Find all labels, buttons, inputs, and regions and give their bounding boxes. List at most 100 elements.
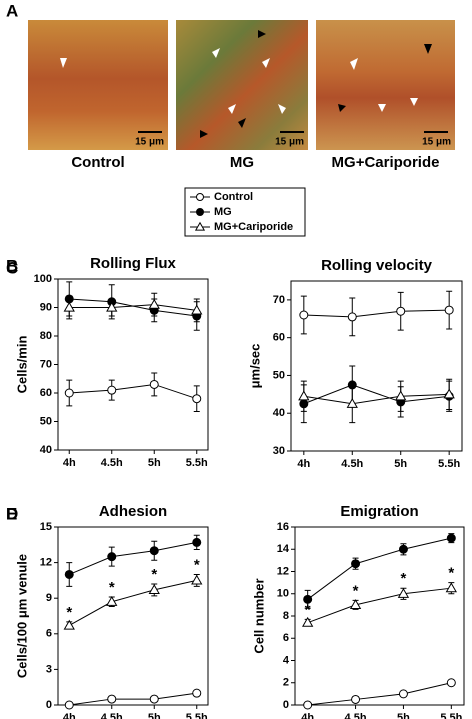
y-tick-label: 100 bbox=[34, 273, 52, 285]
scale-bar-label: 15 μm bbox=[135, 137, 164, 148]
significance-mark: * bbox=[66, 604, 72, 621]
y-tick-label: 6 bbox=[283, 632, 289, 644]
x-tick-label: 5h bbox=[148, 457, 161, 469]
data-point bbox=[191, 304, 203, 315]
significance-mark: * bbox=[448, 565, 454, 582]
plot-frame bbox=[57, 278, 209, 451]
y-tick-label: 15 bbox=[40, 521, 52, 533]
data-point bbox=[303, 700, 313, 710]
y-axis-label: Cell number bbox=[251, 578, 266, 653]
data-point bbox=[148, 298, 160, 309]
x-tick-label: 4.5h bbox=[101, 712, 123, 719]
data-point bbox=[64, 700, 74, 710]
y-tick-label: 50 bbox=[273, 369, 285, 381]
series-line bbox=[303, 384, 450, 405]
y-tick-label: 10 bbox=[277, 588, 289, 600]
significance-mark: * bbox=[305, 601, 311, 618]
panel-label: D bbox=[6, 504, 18, 523]
panel-label: B bbox=[6, 256, 18, 275]
legend-marker bbox=[196, 208, 204, 216]
y-tick-label: 3 bbox=[46, 663, 52, 675]
chart: C Rolling velocity μm/sec 30 40 50 60 70 4h 4.5h 5… bbox=[6, 257, 463, 470]
data-point bbox=[351, 694, 361, 704]
y-tick-label: 12 bbox=[40, 557, 52, 569]
x-tick-label: 5.5h bbox=[438, 458, 460, 470]
chart: E Emigration Cell number 0 2 4 6 8 10 12 14 16 4h 4.5… bbox=[6, 503, 465, 719]
x-tick-label: 4h bbox=[63, 712, 76, 719]
y-tick-label: 60 bbox=[273, 332, 285, 344]
plot-frame bbox=[57, 526, 209, 706]
data-point bbox=[64, 388, 74, 398]
legend-marker bbox=[194, 221, 206, 231]
data-point bbox=[398, 544, 408, 554]
plot-frame bbox=[290, 280, 463, 452]
y-tick-label: 30 bbox=[273, 445, 285, 457]
data-point bbox=[191, 574, 203, 585]
data-point bbox=[347, 312, 357, 322]
data-point bbox=[106, 595, 118, 606]
legend-label: MG+Cariporide bbox=[214, 221, 293, 233]
x-tick-label: 4.5h bbox=[345, 712, 367, 719]
series-line bbox=[303, 309, 450, 318]
significance-mark: * bbox=[353, 582, 359, 599]
chart: D Adhesion Cells/100 μm venule 0 3 6 9 12 15 4h 4.… bbox=[6, 503, 209, 719]
chart-title: Emigration bbox=[340, 503, 418, 520]
significance-mark: * bbox=[151, 566, 157, 583]
micrograph bbox=[316, 20, 455, 150]
y-axis-label: μm/sec bbox=[247, 344, 262, 389]
significance-mark: * bbox=[194, 556, 200, 573]
data-point bbox=[107, 385, 117, 395]
data-point bbox=[398, 689, 408, 699]
y-tick-label: 12 bbox=[277, 565, 289, 577]
x-tick-label: 4h bbox=[301, 712, 314, 719]
y-tick-label: 70 bbox=[40, 358, 52, 370]
data-point bbox=[192, 394, 202, 404]
y-tick-label: 9 bbox=[46, 592, 52, 604]
significance-mark: * bbox=[401, 570, 407, 587]
x-tick-label: 5h bbox=[394, 458, 407, 470]
y-tick-label: 70 bbox=[273, 294, 285, 306]
panel-label: A bbox=[6, 1, 18, 20]
data-point bbox=[299, 310, 309, 320]
legend: Control MG MG+Cariporide bbox=[184, 187, 306, 237]
y-tick-label: 40 bbox=[40, 444, 52, 456]
data-point bbox=[192, 537, 202, 547]
data-point bbox=[396, 306, 406, 316]
legend-marker bbox=[196, 193, 204, 201]
data-point bbox=[351, 559, 361, 569]
x-tick-label: 5.5h bbox=[186, 457, 208, 469]
x-tick-label: 4.5h bbox=[341, 458, 363, 470]
data-point bbox=[192, 688, 202, 698]
y-tick-label: 80 bbox=[40, 330, 52, 342]
data-point bbox=[298, 390, 310, 401]
y-tick-label: 60 bbox=[40, 387, 52, 399]
image-caption: Control bbox=[71, 154, 124, 171]
chart-title: Rolling velocity bbox=[321, 257, 433, 274]
series-line bbox=[69, 304, 197, 311]
data-point bbox=[444, 305, 454, 315]
x-tick-label: 5h bbox=[397, 712, 410, 719]
series-line bbox=[303, 393, 450, 405]
scale-bar-label: 15 μm bbox=[422, 137, 451, 148]
data-point bbox=[63, 301, 75, 312]
data-point bbox=[445, 582, 457, 593]
data-point bbox=[107, 552, 117, 562]
data-point bbox=[443, 388, 455, 399]
data-point bbox=[63, 619, 75, 630]
x-tick-label: 5.5h bbox=[440, 712, 462, 719]
series-line bbox=[307, 682, 452, 706]
x-tick-label: 5h bbox=[148, 712, 161, 719]
legend-label: MG bbox=[214, 206, 232, 218]
chart-title: Rolling Flux bbox=[90, 255, 176, 272]
y-tick-label: 50 bbox=[40, 415, 52, 427]
x-tick-label: 4.5h bbox=[101, 457, 123, 469]
x-tick-label: 4h bbox=[63, 457, 76, 469]
series-line bbox=[307, 537, 452, 600]
image-caption: MG bbox=[230, 154, 254, 171]
significance-mark: * bbox=[109, 579, 115, 596]
y-tick-label: 8 bbox=[283, 610, 289, 622]
y-axis-label: Cells/min bbox=[14, 336, 29, 394]
data-point bbox=[397, 587, 410, 598]
x-tick-label: 5.5h bbox=[186, 712, 208, 719]
